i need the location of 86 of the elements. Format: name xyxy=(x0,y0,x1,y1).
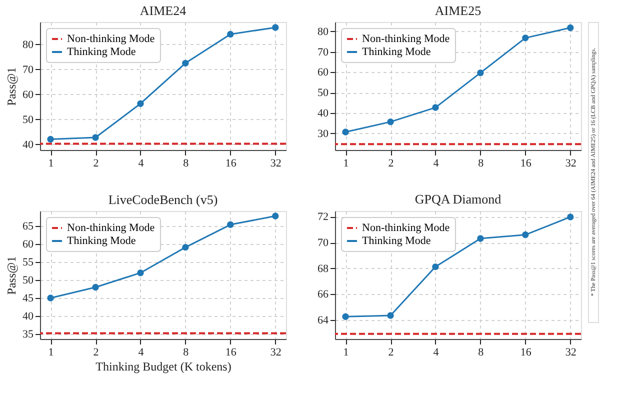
y-tick-label: 64 xyxy=(318,314,329,327)
x-tick-label: 32 xyxy=(270,346,282,358)
legend-label: Non-thinking Mode xyxy=(362,222,450,234)
x-tick-label: 2 xyxy=(93,346,99,358)
x-tick-label: 1 xyxy=(343,158,349,170)
y-tick-label: 66 xyxy=(318,288,329,301)
chart-title: AIME24 xyxy=(140,3,187,18)
x-tick-label: 16 xyxy=(520,158,532,170)
x-tick-label: 2 xyxy=(93,158,99,170)
x-tick-label: 8 xyxy=(183,158,190,170)
y-tick-label: 70 xyxy=(318,46,329,58)
point xyxy=(137,269,144,276)
point xyxy=(522,34,529,42)
point xyxy=(47,294,54,302)
x-tick-label: 4 xyxy=(433,158,440,170)
y-tick-label: 70 xyxy=(22,64,34,76)
point xyxy=(227,30,234,38)
y-tick-label: 60 xyxy=(22,238,34,251)
chart-title: AIME25 xyxy=(434,3,482,18)
point xyxy=(567,214,574,220)
y-tick-label: 30 xyxy=(318,128,329,140)
point xyxy=(92,134,99,141)
legend-label: Thinking Mode xyxy=(67,235,136,247)
chart-title: GPQA Diamond xyxy=(414,192,502,207)
point xyxy=(227,221,234,228)
point xyxy=(47,136,54,143)
legend-label: Non-thinking Mode xyxy=(67,222,155,234)
y-tick-label: 68 xyxy=(318,262,329,275)
x-tick-label: 4 xyxy=(138,346,144,358)
y-axis-title: Pass@1 xyxy=(4,256,18,295)
y-tick-label: 45 xyxy=(22,292,34,305)
legend-label: Non-thinking Mode xyxy=(67,33,155,45)
x-tick-label: 16 xyxy=(520,346,532,358)
point xyxy=(432,263,439,270)
x-tick-label: 8 xyxy=(478,346,484,358)
x-tick-label: 16 xyxy=(225,346,237,358)
y-tick-label: 40 xyxy=(22,138,34,151)
point xyxy=(387,118,394,126)
x-tick-label: 8 xyxy=(478,158,484,170)
point xyxy=(477,69,484,76)
x-tick-label: 16 xyxy=(225,158,237,170)
x-tick-label: 1 xyxy=(343,346,349,358)
y-tick-label: 60 xyxy=(22,88,34,101)
x-tick-label: 4 xyxy=(433,346,440,358)
y-tick-label: 35 xyxy=(22,328,34,340)
point xyxy=(342,128,349,136)
legend-label: Thinking Mode xyxy=(362,235,431,247)
y-tick-label: 80 xyxy=(318,26,329,38)
y-tick-label: 70 xyxy=(318,237,329,250)
point xyxy=(137,100,144,107)
point xyxy=(567,24,574,32)
legend-label: Non-thinking Mode xyxy=(362,33,450,45)
y-tick-label: 50 xyxy=(22,274,34,287)
x-tick-label: 1 xyxy=(48,346,54,358)
x-tick-label: 1 xyxy=(48,158,54,170)
y-tick-label: 40 xyxy=(318,108,329,120)
x-tick-label: 2 xyxy=(388,346,394,358)
x-tick-label: 2 xyxy=(388,158,394,170)
chart-title: LiveCodeBench (v5) xyxy=(108,192,218,207)
legend-label: Thinking Mode xyxy=(67,46,136,58)
y-tick-label: 65 xyxy=(22,220,34,233)
x-tick-label: 4 xyxy=(138,158,144,170)
y-tick-label: 72 xyxy=(318,211,328,224)
x-tick-label: 32 xyxy=(565,346,576,358)
y-tick-label: 50 xyxy=(22,114,34,126)
point xyxy=(432,104,439,111)
y-tick-label: 40 xyxy=(22,310,34,322)
x-tick-label: 32 xyxy=(270,158,282,170)
y-tick-label: 60 xyxy=(318,66,329,79)
point xyxy=(182,244,189,251)
point xyxy=(522,231,529,238)
y-tick-label: 50 xyxy=(318,87,329,100)
point xyxy=(272,24,279,31)
x-axis-title: Thinking Budget (K tokens) xyxy=(96,360,232,374)
x-tick-label: 8 xyxy=(183,346,190,358)
point xyxy=(477,235,484,242)
x-tick-label: 32 xyxy=(565,158,576,170)
point xyxy=(182,60,189,67)
y-tick-label: 55 xyxy=(22,256,34,269)
point xyxy=(342,313,349,320)
legend-label: Thinking Mode xyxy=(362,46,431,58)
point xyxy=(92,284,99,291)
point xyxy=(387,312,394,319)
y-tick-label: 80 xyxy=(22,38,34,51)
point xyxy=(272,212,279,220)
y-axis-title: Pass@1 xyxy=(4,67,18,106)
